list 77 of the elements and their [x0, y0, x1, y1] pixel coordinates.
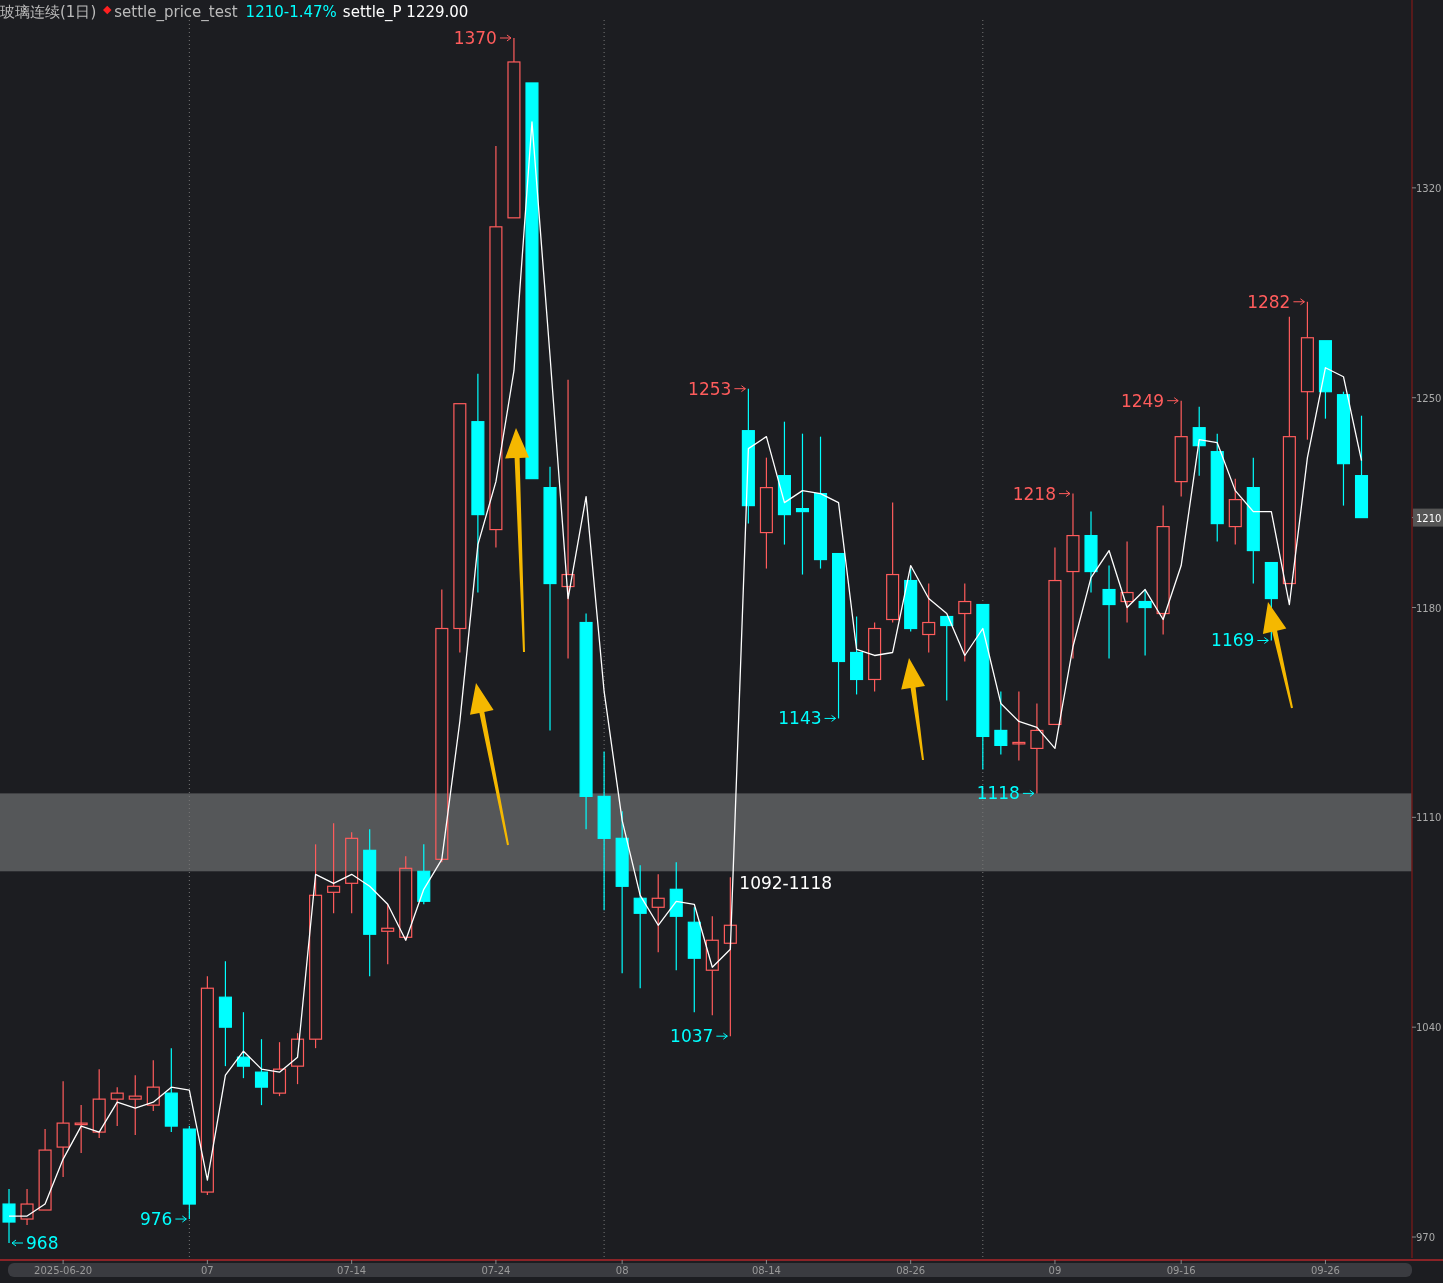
y-tick-label: 1210	[1416, 512, 1442, 524]
x-tick-label: 09	[1048, 1265, 1062, 1276]
candlestick	[471, 373, 485, 594]
y-tick-label: 1180	[1416, 602, 1442, 614]
candlestick	[705, 915, 719, 1016]
annotation: 1249	[1120, 390, 1165, 411]
candlestick	[1102, 564, 1116, 660]
candlestick	[1192, 406, 1206, 477]
annotation: 1282	[1247, 291, 1305, 312]
annotation: 1218	[1012, 483, 1071, 504]
annotation: 1143	[778, 708, 837, 729]
y-tick-label: 1040	[1416, 1022, 1442, 1034]
annotation: 1370	[453, 27, 497, 48]
x-tick-label: 09-26	[1310, 1265, 1340, 1276]
candlestick	[1156, 505, 1170, 636]
candlestick	[489, 145, 503, 549]
annotation: 968	[26, 1233, 59, 1254]
band-label: 1092-1118	[739, 873, 833, 894]
text: settle_P 1229.00	[342, 3, 469, 22]
chart-title: 玻璃连续(1日)	[0, 3, 97, 21]
candlestick	[1138, 588, 1152, 657]
annotation: 976	[139, 1209, 187, 1230]
x-tick-label: 08-14	[751, 1265, 781, 1276]
annotation: 1037	[670, 1026, 714, 1047]
x-tick-label: 2025-06-20	[34, 1265, 93, 1276]
annotation: 1218	[1012, 483, 1056, 504]
candlestick	[633, 864, 647, 989]
candlestick	[2, 1188, 16, 1244]
candlestick	[1246, 457, 1260, 585]
candlestick	[759, 457, 773, 570]
annotation: 1282	[1247, 291, 1291, 312]
candlestick	[1120, 540, 1134, 624]
candlestick	[777, 421, 791, 546]
y-tick-label: 1110	[1416, 812, 1442, 824]
candlestick	[543, 466, 557, 732]
candlestick	[363, 828, 377, 977]
candlestick	[1300, 301, 1314, 441]
candlestick	[651, 873, 665, 953]
annotation: 1210-1.47%	[245, 3, 337, 21]
candlestick	[615, 810, 629, 974]
annotation: 1253	[688, 378, 746, 399]
annotation: 1253	[688, 378, 732, 399]
x-tick-label: 09-16	[1166, 1265, 1196, 1276]
x-tick-label: 08-26	[896, 1265, 926, 1276]
annotation: 1037	[670, 1026, 728, 1047]
candlestick	[56, 1080, 70, 1178]
candlestick	[74, 1104, 88, 1154]
y-tick-label: 1250	[1416, 392, 1442, 404]
annotation: 976	[139, 1209, 173, 1230]
candlestick	[1066, 493, 1080, 660]
candlestick	[20, 1188, 34, 1226]
candlestick	[381, 903, 395, 965]
annotation: 1169	[1211, 630, 1269, 651]
candlestick	[669, 861, 683, 971]
candlestick	[1012, 690, 1026, 761]
annotation: 1249	[1120, 390, 1179, 411]
annotation: 1370	[453, 28, 512, 48]
candlestick	[218, 960, 232, 1067]
candlestick	[597, 750, 611, 911]
x-tick-label: 07-14	[337, 1265, 367, 1276]
candlestick	[795, 433, 810, 576]
x-tick-label: 08	[615, 1265, 629, 1276]
y-tick-label: 970	[1416, 1232, 1436, 1244]
candlestick	[1030, 702, 1044, 794]
chart-subtitle: settle_price_test	[114, 3, 238, 22]
annotation: 1169	[1211, 630, 1255, 651]
y-tick-label: 1320	[1416, 182, 1442, 194]
candlestick	[723, 876, 737, 1037]
candlestick	[327, 822, 341, 914]
annotation: 968	[11, 1233, 59, 1253]
candlestick	[561, 379, 575, 660]
candlestick	[579, 612, 593, 830]
candlestick	[128, 1074, 142, 1136]
candlestick	[1084, 511, 1098, 594]
x-tick-label: 07	[201, 1265, 214, 1276]
annotation: 1143	[778, 708, 822, 729]
x-tick-label: 07-24	[481, 1265, 511, 1276]
